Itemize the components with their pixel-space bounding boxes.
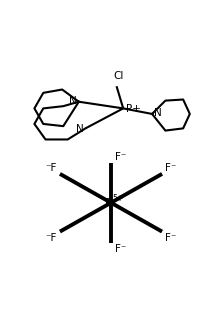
Text: ⁻F: ⁻F <box>45 233 57 243</box>
Text: F⁻: F⁻ <box>165 163 177 173</box>
Text: N: N <box>69 96 77 106</box>
Text: P+: P+ <box>126 105 141 115</box>
Text: F⁻: F⁻ <box>165 233 177 243</box>
Text: F⁻: F⁻ <box>115 152 127 162</box>
Text: P: P <box>105 198 111 208</box>
Text: F⁻: F⁻ <box>115 244 127 254</box>
Text: Cl: Cl <box>114 71 124 81</box>
Text: 5+: 5+ <box>112 194 123 203</box>
Text: N: N <box>154 108 162 118</box>
Text: N: N <box>75 124 83 135</box>
Text: ⁻F: ⁻F <box>45 163 57 173</box>
